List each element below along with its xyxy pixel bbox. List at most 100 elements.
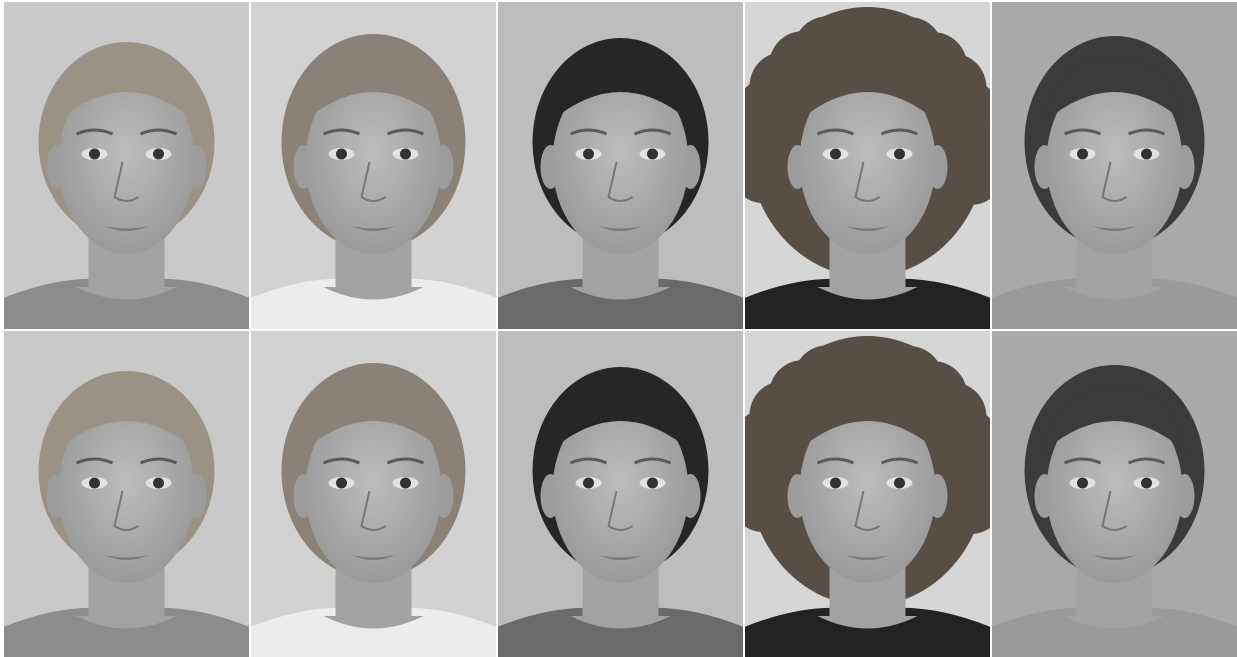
shoulders [251, 607, 496, 657]
iris [336, 148, 347, 160]
face-photo [745, 2, 990, 329]
neckline [323, 616, 424, 629]
eyebrow [75, 128, 114, 136]
hairline [797, 388, 938, 451]
iris [400, 148, 411, 160]
mouth [598, 555, 643, 560]
eyebrow [322, 457, 361, 465]
face [305, 70, 442, 254]
shoulders [745, 607, 990, 657]
iris [647, 477, 658, 489]
eyebrow [816, 457, 855, 465]
nose [854, 490, 881, 531]
neckline [570, 616, 671, 629]
eyebrow [386, 128, 425, 136]
shoulders [498, 607, 743, 657]
iris [1141, 477, 1152, 489]
shoulders [992, 278, 1237, 329]
hairline [303, 388, 444, 451]
neckline [76, 287, 177, 300]
iris [894, 477, 905, 489]
nose [854, 161, 881, 202]
iris [830, 148, 841, 160]
mouth [104, 555, 149, 560]
nose [1101, 161, 1128, 202]
mouth [598, 226, 643, 231]
hairline [1044, 388, 1185, 451]
hairline [56, 388, 197, 451]
nose [360, 161, 387, 202]
face-photo [992, 2, 1237, 329]
eyebrow [386, 457, 425, 465]
nose [607, 161, 634, 202]
neckline [1064, 616, 1165, 629]
face-photo [251, 331, 496, 657]
eyebrow [569, 128, 608, 136]
neckline [817, 287, 918, 300]
iris [336, 477, 347, 489]
eyebrow [1063, 128, 1102, 136]
face-photo [745, 331, 990, 657]
eyebrow [1127, 128, 1166, 136]
eyebrow [1063, 457, 1102, 465]
iris [1141, 148, 1152, 160]
shoulders [251, 278, 496, 329]
iris [583, 477, 594, 489]
face [1046, 399, 1183, 583]
face-photo [498, 331, 743, 657]
face [1046, 70, 1183, 254]
hairline [550, 388, 691, 451]
nose [113, 490, 140, 531]
eyebrow [633, 457, 672, 465]
face [305, 399, 442, 583]
nose [113, 161, 140, 202]
neckline [817, 616, 918, 629]
face [799, 70, 936, 254]
eyebrow [880, 457, 919, 465]
eyebrow [75, 457, 114, 465]
iris [89, 477, 100, 489]
mouth [1092, 555, 1137, 560]
mouth [351, 555, 396, 560]
iris [1077, 148, 1088, 160]
nose [1101, 490, 1128, 531]
nose [360, 490, 387, 531]
iris [400, 477, 411, 489]
neckline [76, 616, 177, 629]
neckline [1064, 287, 1165, 300]
eyebrow [1127, 457, 1166, 465]
mouth [351, 226, 396, 231]
nose [607, 490, 634, 531]
mouth [104, 226, 149, 231]
mouth [1092, 226, 1137, 231]
face [58, 70, 195, 254]
hairline [550, 59, 691, 122]
eyebrow [880, 128, 919, 136]
iris [89, 148, 100, 160]
face-photo [4, 331, 249, 657]
face [552, 399, 689, 583]
hairline [1044, 59, 1185, 122]
neckline [570, 287, 671, 300]
shoulders [745, 278, 990, 329]
eyebrow [633, 128, 672, 136]
face-photo [251, 2, 496, 329]
face [58, 399, 195, 583]
mouth [845, 555, 890, 560]
eyebrow [816, 128, 855, 136]
face [552, 70, 689, 254]
face [799, 399, 936, 583]
shoulders [4, 278, 249, 329]
eyebrow [322, 128, 361, 136]
face-photo [498, 2, 743, 329]
shoulders [4, 607, 249, 657]
mouth [845, 226, 890, 231]
iris [153, 148, 164, 160]
shoulders [498, 278, 743, 329]
hairline [303, 59, 444, 122]
shoulders [992, 607, 1237, 657]
iris [1077, 477, 1088, 489]
hairline [56, 59, 197, 122]
